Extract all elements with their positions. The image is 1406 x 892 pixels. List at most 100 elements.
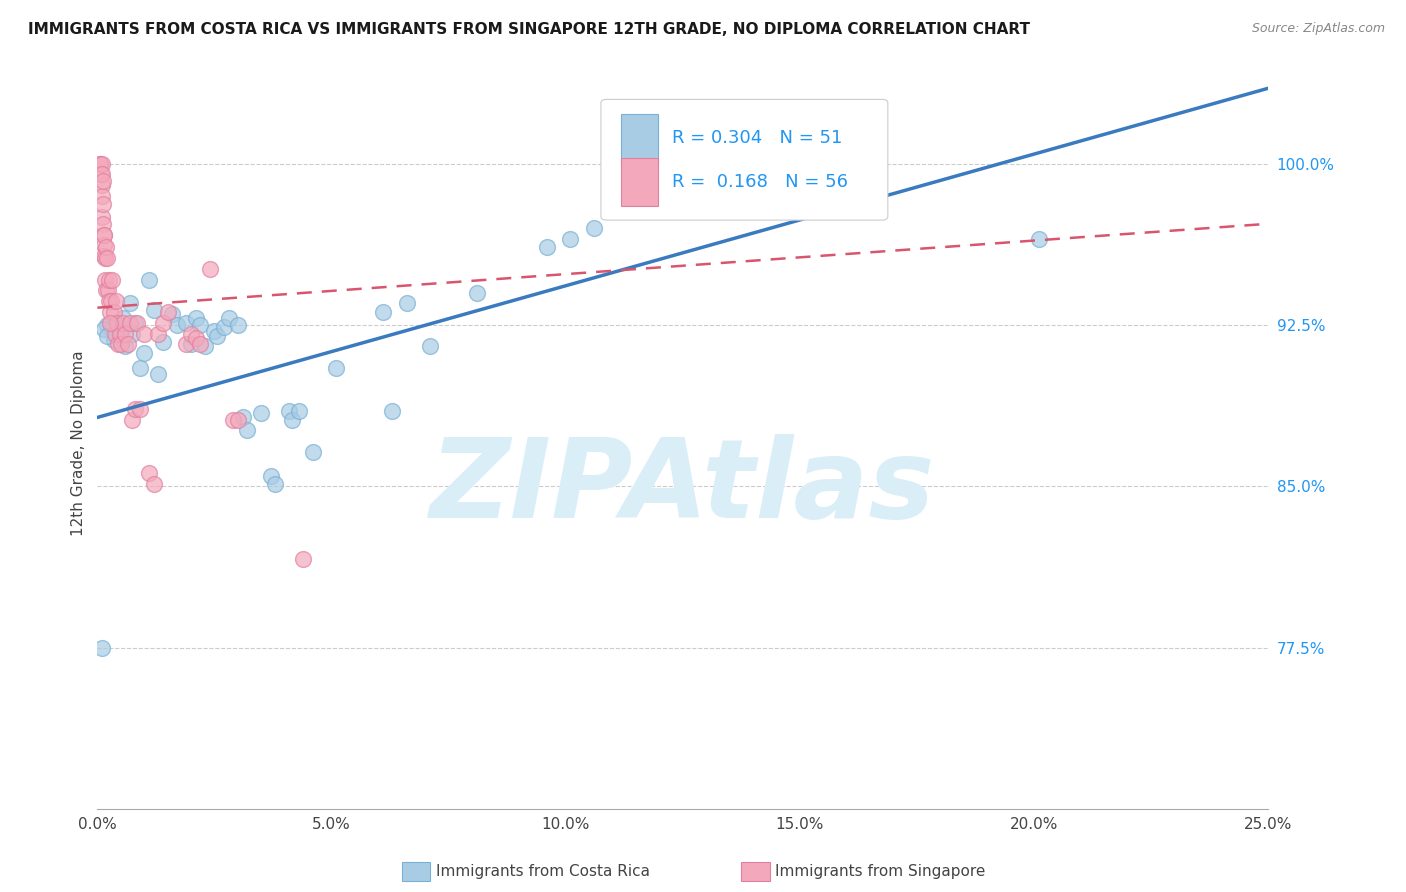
Point xyxy=(198,262,221,277)
Point xyxy=(260,468,283,483)
Point xyxy=(138,467,160,481)
Text: Immigrants from Singapore: Immigrants from Singapore xyxy=(775,864,986,879)
Point xyxy=(91,197,114,211)
Point xyxy=(205,328,228,343)
Text: IMMIGRANTS FROM COSTA RICA VS IMMIGRANTS FROM SINGAPORE 12TH GRADE, NO DIPLOMA C: IMMIGRANTS FROM COSTA RICA VS IMMIGRANTS… xyxy=(28,22,1031,37)
Point xyxy=(94,273,117,287)
Point xyxy=(96,318,118,332)
Point xyxy=(100,322,122,336)
Point xyxy=(96,328,118,343)
Point xyxy=(1028,232,1050,246)
Point xyxy=(325,360,347,375)
Point xyxy=(94,251,117,265)
Text: Source: ZipAtlas.com: Source: ZipAtlas.com xyxy=(1251,22,1385,36)
Point xyxy=(190,318,212,332)
Point xyxy=(90,156,112,170)
Point xyxy=(212,320,235,334)
Point xyxy=(93,217,115,231)
Point xyxy=(98,273,121,287)
Point xyxy=(180,337,202,351)
Point xyxy=(176,316,198,330)
Point xyxy=(536,240,558,254)
Point xyxy=(250,406,273,420)
Point xyxy=(419,339,441,353)
FancyBboxPatch shape xyxy=(600,99,887,220)
Point xyxy=(232,410,254,425)
Point xyxy=(100,316,122,330)
Point xyxy=(128,401,150,416)
Point xyxy=(97,294,120,309)
Point xyxy=(121,326,143,341)
Point xyxy=(98,305,121,319)
Point xyxy=(90,178,112,192)
Point xyxy=(278,404,301,418)
Point xyxy=(120,296,142,310)
Point xyxy=(301,445,323,459)
Point xyxy=(114,326,136,341)
Point xyxy=(91,167,114,181)
Point xyxy=(110,337,132,351)
Point xyxy=(89,156,111,170)
Point xyxy=(91,640,114,655)
Point xyxy=(236,423,259,437)
Point xyxy=(90,167,112,181)
Point xyxy=(281,412,304,426)
Point xyxy=(226,412,249,426)
Point xyxy=(148,326,170,341)
Point xyxy=(120,316,142,330)
Point xyxy=(105,294,128,309)
Point xyxy=(560,232,582,246)
Point xyxy=(117,337,139,351)
Point xyxy=(138,273,160,287)
Point xyxy=(176,337,198,351)
Point xyxy=(105,316,128,330)
Text: ZIPAtlas: ZIPAtlas xyxy=(430,434,935,541)
Point xyxy=(91,188,114,202)
Point xyxy=(103,305,125,319)
Point xyxy=(194,339,217,353)
Point xyxy=(104,326,127,341)
Point xyxy=(184,311,207,326)
Point xyxy=(112,316,135,330)
Point xyxy=(93,227,115,242)
Point xyxy=(148,368,170,382)
Point xyxy=(222,412,245,426)
Point xyxy=(371,305,394,319)
Point xyxy=(91,174,114,188)
Point xyxy=(110,324,132,338)
Point xyxy=(381,404,404,418)
Bar xyxy=(621,114,658,162)
Point xyxy=(184,331,207,345)
Point xyxy=(97,284,120,298)
Point xyxy=(142,302,165,317)
Point xyxy=(190,337,212,351)
Point xyxy=(124,316,146,330)
Point xyxy=(108,326,131,341)
Point xyxy=(134,346,156,360)
Point xyxy=(204,324,226,338)
Point xyxy=(93,249,115,263)
Point xyxy=(264,477,287,491)
Point xyxy=(152,335,174,350)
Point xyxy=(100,294,122,309)
Point xyxy=(93,227,115,242)
Point xyxy=(127,316,149,330)
Point xyxy=(112,311,135,326)
Text: R =  0.168   N = 56: R = 0.168 N = 56 xyxy=(672,173,848,191)
Point xyxy=(156,305,179,319)
Point xyxy=(93,238,115,252)
Point xyxy=(96,251,118,265)
Bar xyxy=(621,158,658,206)
Point xyxy=(101,273,124,287)
Point xyxy=(134,326,156,341)
Point xyxy=(96,240,118,254)
Text: R = 0.304   N = 51: R = 0.304 N = 51 xyxy=(672,129,842,147)
Point xyxy=(103,333,125,347)
Point xyxy=(793,203,815,218)
Point xyxy=(152,316,174,330)
Point xyxy=(166,318,188,332)
Point xyxy=(114,339,136,353)
Point xyxy=(107,316,129,330)
Point xyxy=(226,318,249,332)
Point xyxy=(89,156,111,170)
